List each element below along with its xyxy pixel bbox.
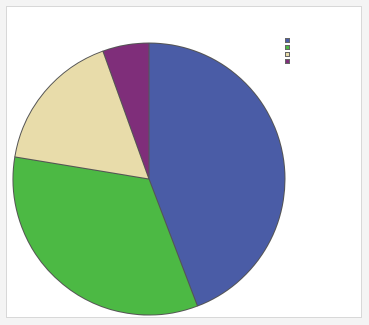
legend-swatch	[285, 45, 290, 50]
pie-slice-4	[102, 42, 150, 180]
pie-slice-1	[148, 42, 286, 307]
legend-item-2	[285, 44, 293, 51]
pie-chart	[12, 42, 286, 316]
legend-item-3	[285, 51, 293, 58]
legend-swatch	[285, 38, 290, 43]
chart-legend	[285, 37, 293, 65]
legend-swatch	[285, 59, 290, 64]
chart-frame	[6, 6, 362, 318]
legend-swatch	[285, 52, 290, 57]
pie-slice-3	[14, 50, 150, 180]
legend-item-4	[285, 58, 293, 65]
pie-slice-2	[12, 156, 199, 316]
legend-item-1	[285, 37, 293, 44]
